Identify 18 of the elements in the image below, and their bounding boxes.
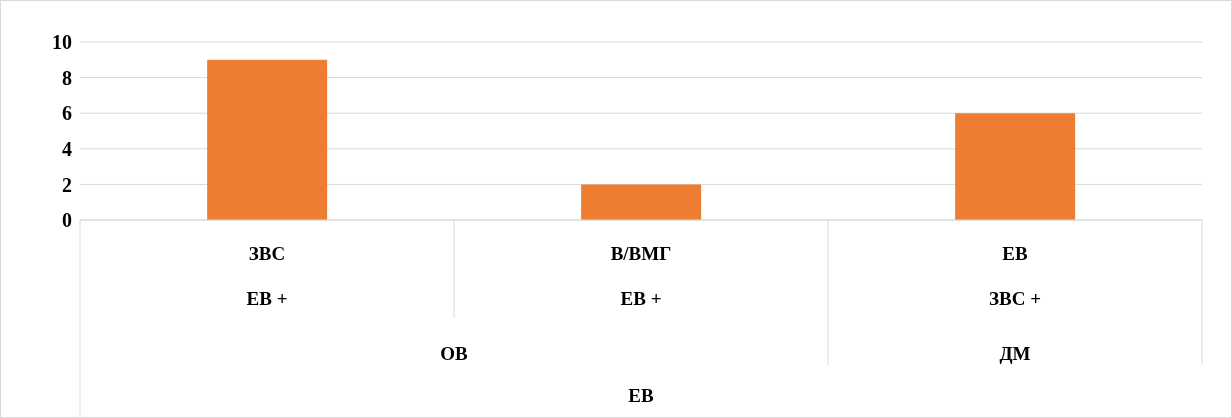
text: ЕВ + [246, 288, 288, 309]
text: ЗВС + [989, 288, 1041, 309]
y-tick-label: 6 [62, 102, 72, 125]
bar [207, 59, 328, 220]
x-tick-label: ЗВС [248, 243, 286, 264]
x-tick-label: В/ВМГ [610, 243, 672, 264]
text: ДМ [999, 343, 1031, 364]
y-tick-label: 0 [62, 209, 72, 232]
y-tick-label: 8 [62, 66, 72, 89]
bar [955, 113, 1076, 220]
text: ЕВ [628, 385, 654, 406]
y-tick-label: 4 [62, 137, 72, 160]
text: ЕВ + [620, 288, 662, 309]
text: ОВ [440, 343, 469, 364]
y-tick-label: 2 [62, 173, 72, 196]
y-tick-label: 10 [52, 31, 72, 54]
x-tick-label: ЕВ [1002, 243, 1028, 264]
bar [581, 184, 702, 220]
